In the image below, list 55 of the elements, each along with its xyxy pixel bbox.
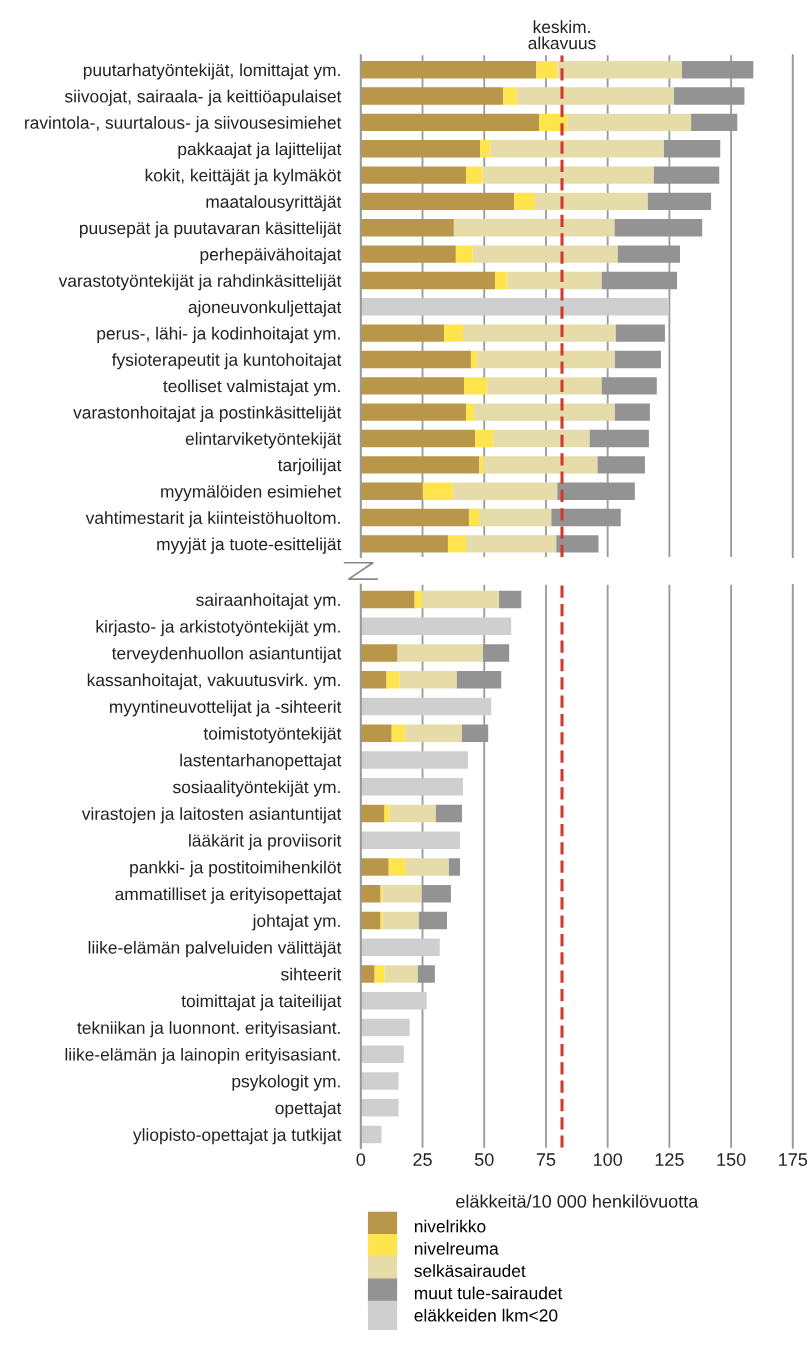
y-tick-label: varastonhoitajat ja postinkäsittelijät (73, 405, 342, 423)
y-tick-label: puusepät ja puutavaran käsittelijät (79, 221, 342, 238)
x-tick-label: 0 (356, 1153, 366, 1166)
y-tick-label: tarjoilijat (277, 458, 342, 475)
x-axis-title: eläkkeitä/10 000 henkilövuotta (456, 1194, 699, 1208)
y-tick-label: terveydenhuollon asiantuntijat (111, 646, 342, 663)
x-tick-label: 75 (536, 1153, 556, 1166)
y-tick-label: yliopisto-opettajat ja tutkijat (132, 1128, 342, 1145)
x-tick-label: 125 (655, 1153, 684, 1166)
y-tick-label: vahtimestarit ja kiinteistöhuoltom. (85, 511, 340, 528)
y-tick-label: kassanhoitajat, vakuutusvirk. ym. (87, 673, 340, 690)
legend-label: nivelrikko (414, 1219, 486, 1233)
y-tick-label: ajoneuvonkuljettajat (188, 300, 342, 317)
y-tick-label: pakkaajat ja lajittelijat (178, 142, 342, 159)
x-tick-label: 25 (413, 1153, 432, 1166)
y-tick-label: sosiaalityöntekijät ym. (173, 780, 340, 797)
y-tick-label: tekniikan ja luonnont. erityisasiant. (77, 1021, 340, 1038)
y-tick-label: psykologit ym. (232, 1074, 340, 1091)
y-tick-label: lääkärit ja proviisorit (189, 833, 342, 851)
y-tick-label: sairaanhoitajat ym. (196, 593, 340, 610)
y-tick-label: pankki- ja postitoimihenkilöt (130, 860, 342, 877)
y-tick-label: perhepäivähoitajat (200, 247, 342, 264)
y-tick-label: liike-elämän palveluiden välittäjät (88, 940, 342, 958)
y-tick-label: fysioterapeutit ja kuntohoitajat (111, 353, 342, 370)
y-tick-label: kokit, keittäjät ja kylmäköt (145, 168, 342, 185)
legend-label: nivelreuma (414, 1242, 499, 1255)
y-tick-label: toimittajat ja taiteilijat (181, 994, 342, 1011)
y-tick-label: opettajat (275, 1101, 342, 1118)
x-tick-label: 100 (593, 1153, 623, 1166)
y-tick-label: myyjät ja tuote-esittelijät (157, 537, 342, 554)
y-tick-label: lastentarhanopettajat (180, 753, 342, 770)
y-tick-label: ravintola-, suurtalous- ja siivousesimiehet (25, 116, 342, 133)
y-tick-label: sihteerit (281, 967, 342, 981)
y-tick-label: liike-elämän ja lainopin erityisasiant. (65, 1047, 340, 1065)
x-tick-label: 150 (717, 1153, 746, 1166)
y-tick-label: johtajat ym. (252, 914, 340, 931)
x-tick-label: 50 (474, 1153, 494, 1166)
legend-label: eläkkeiden lkm<20 (414, 1308, 558, 1322)
y-tick-label: perus-, lähi- ja kodinhoitajat ym. (97, 326, 340, 344)
y-tick-label: ammatilliset ja erityisopettajat (115, 887, 342, 904)
y-tick-label: teolliset valmistajat ym. (163, 379, 340, 396)
y-tick-label: varastotyöntekijät ja rahdinkäsittelijät (58, 274, 342, 291)
y-tick-label: elintarviketyöntekijät (185, 432, 342, 449)
y-tick-label: puutarhatyöntekijät, lomittajat ym. (83, 63, 340, 80)
y-tick-label: maatalousyrittäjät (206, 195, 342, 212)
y-tick-label: myymälöiden esimiehet (161, 484, 342, 502)
x-tick-label: 175 (779, 1153, 808, 1166)
legend-label: selkäsairaudet (414, 1264, 526, 1278)
y-tick-label: toimistotyöntekijät (203, 726, 342, 744)
y-tick-label: kirjasto- ja arkistotyöntekijät ym. (96, 619, 340, 637)
y-tick-label: virastojen ja laitosten asiantuntijat (81, 807, 342, 824)
y-tick-label: myyntineuvottelijat ja -sihteerit (109, 700, 342, 717)
legend-label: muut tule-sairaudet (414, 1286, 563, 1300)
y-tick-label: siivoojat, sairaala- ja keittiöapulaiset (64, 89, 342, 106)
ref-line-label: keskim. alkavuus (528, 20, 596, 50)
